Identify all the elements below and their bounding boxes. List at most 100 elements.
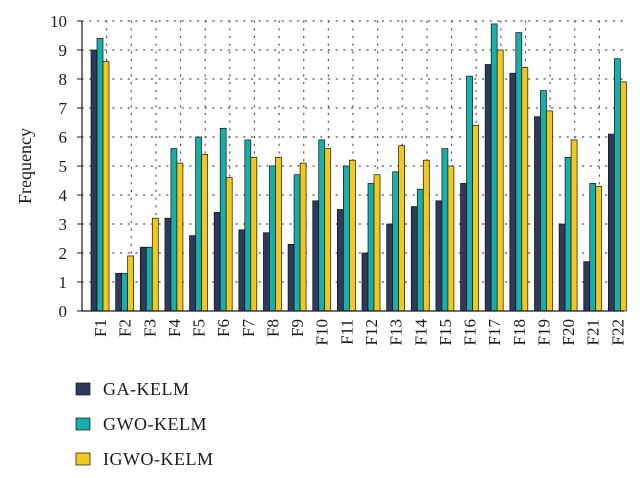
bars (90, 23, 627, 312)
y-tick-label: 5 (59, 157, 68, 176)
bar-igwo-kelm-f9 (299, 162, 307, 312)
bar-gwo-kelm-f9 (293, 174, 301, 312)
bar-igwo-kelm-f19 (546, 110, 553, 312)
y-tick-label: 9 (59, 41, 68, 60)
bar-ga-kelm-f9 (287, 243, 295, 312)
bar-ga-kelm-f21 (583, 261, 591, 312)
legend-swatch-gwo-kelm (75, 417, 91, 431)
bar-gwo-kelm-f4 (170, 148, 178, 312)
y-tick-labels: 0 1 2 3 4 5 6 7 8 9 10 (50, 12, 68, 321)
x-tick-label: F10 (313, 319, 332, 345)
bar-gwo-kelm-f12 (367, 183, 375, 312)
bar-igwo-kelm-f5 (201, 154, 208, 312)
bar-ga-kelm-f6 (213, 212, 221, 312)
bar-gwo-kelm-f3 (145, 246, 153, 312)
x-tick-label: F21 (584, 319, 603, 345)
bar-igwo-kelm-f12 (373, 174, 381, 312)
legend-label-gwo-kelm: GWO-KELM (103, 414, 207, 434)
bar-gwo-kelm-f7 (244, 139, 252, 312)
x-tick-label: F6 (214, 319, 233, 337)
y-tick-label: 4 (59, 186, 68, 205)
bar-ga-kelm-f18 (509, 72, 517, 312)
bar-gwo-kelm-f1 (96, 38, 104, 312)
bar-ga-kelm-f20 (558, 223, 566, 312)
bar-igwo-kelm-f22 (620, 81, 627, 312)
y-tick-label: 2 (59, 244, 68, 263)
bar-igwo-kelm-f10 (324, 148, 332, 312)
legend-label-ga-kelm: GA-KELM (103, 379, 190, 399)
bar-ga-kelm-f17 (484, 64, 492, 312)
bar-gwo-kelm-f21 (589, 183, 597, 312)
axes (77, 20, 624, 312)
y-tick-label: 6 (59, 128, 68, 147)
x-tick-label: F13 (387, 319, 406, 345)
bar-ga-kelm-f15 (435, 200, 443, 312)
bar-igwo-kelm-f8 (275, 156, 282, 312)
bar-igwo-kelm-f2 (127, 255, 134, 312)
bar-igwo-kelm-f21 (595, 185, 603, 312)
x-tick-label: F15 (436, 319, 455, 345)
bar-igwo-kelm-f3 (151, 217, 159, 312)
legend-swatch-ga-kelm (75, 382, 91, 396)
legend: GA-KELM GWO-KELM IGWO-KELM (75, 379, 213, 469)
x-tick-label: F22 (608, 319, 627, 345)
x-tick-label: F9 (288, 319, 307, 337)
y-axis-title: Frequency (15, 128, 35, 204)
bar-gwo-kelm-f11 (343, 165, 350, 312)
bar-ga-kelm-f2 (115, 272, 122, 312)
bar-gwo-kelm-f16 (466, 75, 473, 312)
x-tick-label: F12 (362, 319, 381, 345)
bar-igwo-kelm-f16 (472, 125, 479, 312)
bar-gwo-kelm-f8 (269, 165, 276, 312)
legend-swatch-igwo-kelm (75, 452, 91, 466)
bar-ga-kelm-f19 (534, 116, 541, 312)
x-tick-label: F1 (91, 319, 110, 337)
legend-label-igwo-kelm: IGWO-KELM (103, 449, 213, 469)
bar-gwo-kelm-f6 (219, 127, 227, 312)
x-tick-label: F19 (534, 319, 553, 345)
bar-gwo-kelm-f2 (121, 272, 128, 312)
y-tick-label: 7 (59, 99, 68, 118)
bar-ga-kelm-f11 (337, 209, 344, 312)
bar-ga-kelm-f1 (90, 49, 98, 312)
y-tick-label: 0 (59, 302, 68, 321)
x-tick-label: F20 (559, 319, 578, 345)
bar-ga-kelm-f12 (361, 252, 369, 312)
bar-gwo-kelm-f15 (441, 148, 449, 312)
bar-ga-kelm-f14 (410, 206, 418, 312)
bar-igwo-kelm-f1 (102, 61, 110, 312)
y-tick-label: 1 (59, 273, 68, 292)
bar-ga-kelm-f8 (263, 232, 270, 312)
bar-ga-kelm-f16 (460, 183, 467, 312)
bar-gwo-kelm-f13 (392, 171, 399, 312)
bar-gwo-kelm-f18 (515, 32, 523, 312)
y-tick-label: 8 (59, 70, 68, 89)
bar-ga-kelm-f4 (164, 217, 172, 312)
x-tick-label: F14 (411, 319, 430, 346)
bar-igwo-kelm-f11 (349, 159, 356, 312)
x-tick-label: F7 (239, 319, 258, 337)
bar-igwo-kelm-f13 (398, 145, 405, 312)
x-tick-label: F8 (263, 319, 282, 337)
bar-igwo-kelm-f7 (250, 156, 258, 312)
bar-igwo-kelm-f18 (521, 67, 529, 312)
x-tick-label: F2 (116, 319, 135, 337)
bar-igwo-kelm-f15 (447, 165, 455, 312)
bar-igwo-kelm-f6 (225, 177, 233, 312)
bar-gwo-kelm-f10 (318, 139, 326, 312)
y-tick-label: 3 (59, 215, 68, 234)
bar-igwo-kelm-f17 (496, 49, 504, 312)
x-tick-label: F18 (510, 319, 529, 345)
bar-ga-kelm-f7 (238, 229, 246, 312)
x-tick-label: F5 (190, 319, 209, 337)
y-tick-label: 10 (50, 12, 67, 31)
bar-ga-kelm-f10 (312, 200, 320, 312)
bar-gwo-kelm-f17 (490, 23, 498, 312)
bar-gwo-kelm-f22 (614, 58, 621, 312)
bar-igwo-kelm-f4 (176, 162, 184, 312)
x-tick-label: F4 (165, 319, 184, 337)
x-tick-label: F17 (485, 319, 504, 346)
bar-gwo-kelm-f19 (540, 90, 547, 312)
x-tick-labels: F1 F2 F3 F4 F5 F6 F7 F8 F9 F10 F11 F12 F13 F14 F15 F16 F… (91, 319, 627, 346)
